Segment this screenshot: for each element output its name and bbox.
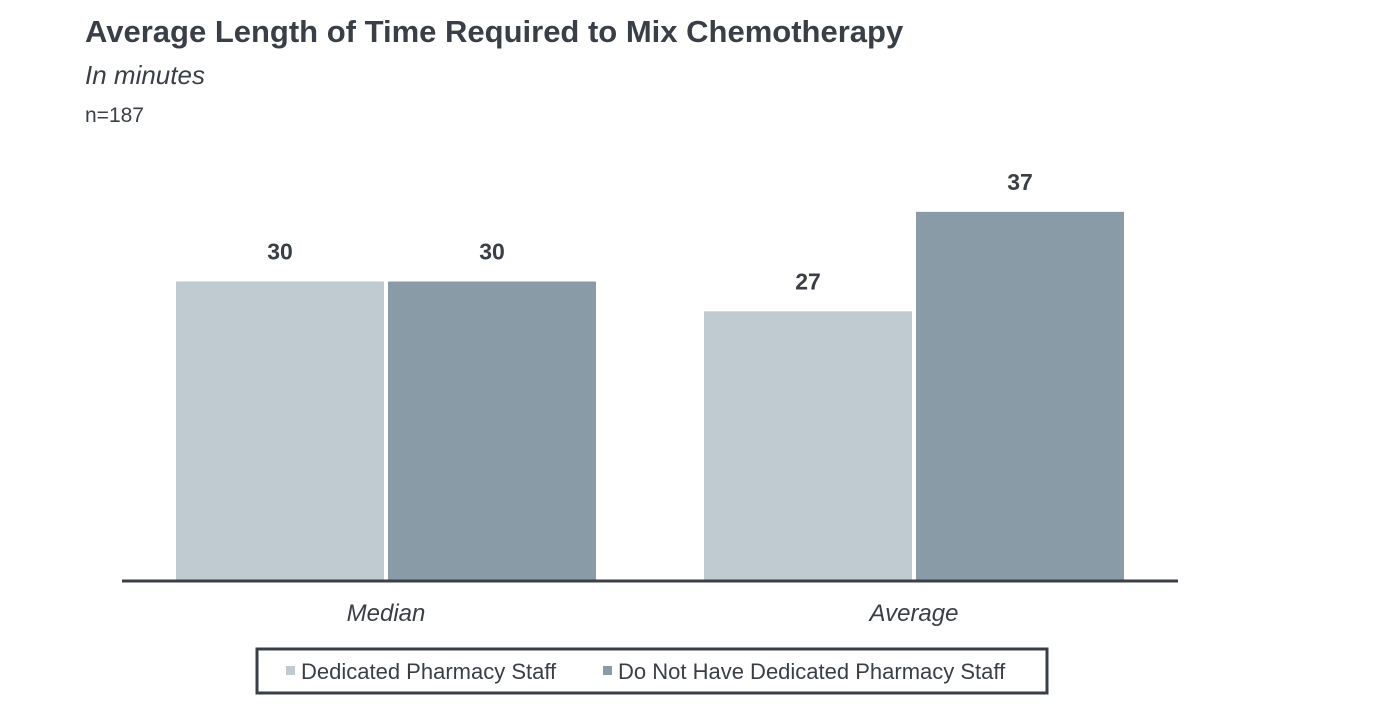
bar-average-1: [704, 311, 912, 580]
legend-box: [255, 647, 1049, 695]
x-tick-label: Median: [347, 600, 426, 627]
bar-median-2: [388, 281, 596, 580]
legend-swatch: [286, 666, 295, 675]
bar-average-2: [916, 211, 1124, 580]
legend-swatch: [603, 666, 612, 675]
data-label: 30: [267, 239, 293, 265]
legend-label: Dedicated Pharmacy Staff: [301, 659, 557, 684]
chart-subtitle: In minutes: [85, 60, 205, 90]
data-label: 30: [479, 239, 505, 265]
data-label: 37: [1007, 169, 1033, 195]
sample-size-note: n=187: [85, 104, 144, 127]
x-tick-label: Average: [868, 600, 959, 627]
data-label: 27: [795, 268, 821, 294]
bar-median-1: [176, 281, 384, 580]
legend-label: Do Not Have Dedicated Pharmacy Staff: [618, 659, 1006, 684]
chart-title: Average Length of Time Required to Mix C…: [85, 14, 904, 49]
